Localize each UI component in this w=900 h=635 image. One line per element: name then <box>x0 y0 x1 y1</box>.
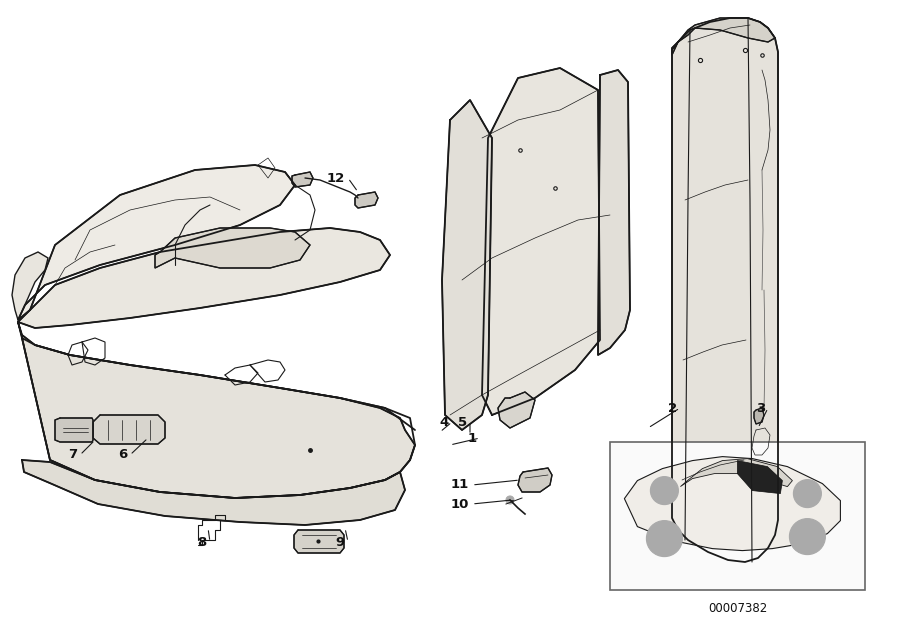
Text: 7: 7 <box>68 448 77 462</box>
Circle shape <box>646 521 682 557</box>
Polygon shape <box>18 165 295 320</box>
Polygon shape <box>12 252 48 320</box>
Text: 00007382: 00007382 <box>708 601 767 615</box>
Polygon shape <box>18 228 390 328</box>
Text: 3: 3 <box>756 401 765 415</box>
Polygon shape <box>292 172 313 187</box>
Text: 11: 11 <box>451 479 469 491</box>
Bar <box>610 442 865 590</box>
Text: 4: 4 <box>440 415 449 429</box>
Polygon shape <box>754 408 764 424</box>
Text: 10: 10 <box>451 497 469 511</box>
Text: 5: 5 <box>458 415 467 429</box>
Polygon shape <box>672 18 778 562</box>
Polygon shape <box>482 68 600 415</box>
Circle shape <box>794 479 822 507</box>
Polygon shape <box>672 18 775 55</box>
Text: 12: 12 <box>327 171 345 185</box>
Polygon shape <box>18 322 415 498</box>
Polygon shape <box>155 228 310 268</box>
Polygon shape <box>93 415 165 444</box>
Text: 8: 8 <box>198 535 207 549</box>
Polygon shape <box>737 460 782 493</box>
Circle shape <box>789 519 825 554</box>
Polygon shape <box>680 458 792 486</box>
Polygon shape <box>294 530 344 553</box>
Polygon shape <box>442 100 492 430</box>
Text: 6: 6 <box>118 448 127 462</box>
Circle shape <box>506 496 514 504</box>
Polygon shape <box>355 192 378 208</box>
Polygon shape <box>55 418 93 442</box>
Polygon shape <box>498 392 535 428</box>
Text: 1: 1 <box>468 432 477 444</box>
Polygon shape <box>625 457 841 551</box>
Polygon shape <box>22 460 405 525</box>
Text: 9: 9 <box>336 535 345 549</box>
Circle shape <box>651 477 679 505</box>
Text: 2: 2 <box>668 401 677 415</box>
Polygon shape <box>518 468 552 492</box>
Polygon shape <box>598 70 630 355</box>
